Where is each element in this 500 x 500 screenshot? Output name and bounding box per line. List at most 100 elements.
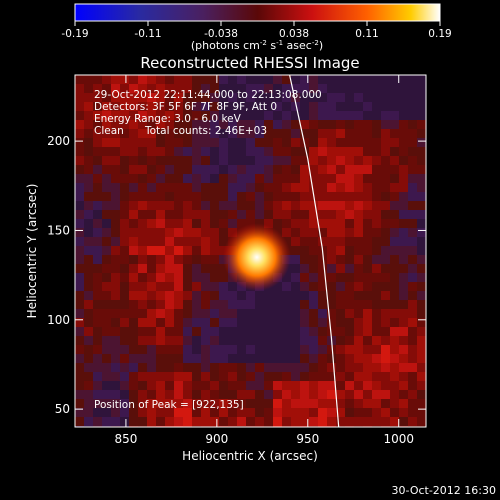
heatmap-cell	[174, 102, 183, 111]
heatmap-cell	[345, 363, 354, 372]
heatmap-cell	[93, 75, 102, 84]
heatmap-cell	[219, 291, 228, 300]
heatmap-cell	[282, 156, 291, 165]
heatmap-cell	[336, 309, 345, 318]
heatmap-cell	[336, 183, 345, 192]
heatmap-cell	[246, 120, 255, 129]
heatmap-cell	[138, 300, 147, 309]
heatmap-cell	[291, 417, 300, 426]
heatmap-cell	[399, 183, 408, 192]
heatmap-cell	[354, 228, 363, 237]
heatmap-cell	[147, 327, 156, 336]
heatmap-cell	[237, 309, 246, 318]
heatmap-cell	[300, 255, 309, 264]
heatmap-cell	[210, 336, 219, 345]
heatmap-cell	[174, 147, 183, 156]
heatmap-cell	[129, 219, 138, 228]
heatmap-cell	[183, 147, 192, 156]
heatmap-cell	[228, 210, 237, 219]
heatmap-cell	[156, 237, 165, 246]
heatmap-cell	[129, 165, 138, 174]
heatmap-cell	[228, 84, 237, 93]
heatmap-cell	[318, 165, 327, 174]
heatmap-cell	[156, 336, 165, 345]
heatmap-cell	[336, 363, 345, 372]
heatmap-cell	[228, 228, 237, 237]
heatmap-cell	[399, 129, 408, 138]
heatmap-cell	[210, 345, 219, 354]
heatmap-cell	[183, 138, 192, 147]
heatmap-cell	[228, 345, 237, 354]
heatmap-cell	[147, 390, 156, 399]
heatmap-cell	[372, 237, 381, 246]
heatmap-cell	[309, 165, 318, 174]
heatmap-cell	[84, 354, 93, 363]
heatmap-cell	[111, 219, 120, 228]
heatmap-cell	[201, 147, 210, 156]
heatmap-cell	[327, 129, 336, 138]
heatmap-cell	[138, 138, 147, 147]
heatmap-cell	[381, 372, 390, 381]
heatmap-cell	[354, 363, 363, 372]
heatmap-cell	[408, 183, 417, 192]
heatmap-cell	[174, 75, 183, 84]
heatmap-cell	[210, 165, 219, 174]
heatmap-cell	[327, 255, 336, 264]
heatmap-cell	[210, 399, 219, 408]
heatmap-cell	[102, 282, 111, 291]
heatmap-cell	[93, 327, 102, 336]
heatmap-cell	[399, 174, 408, 183]
heatmap-cell	[354, 120, 363, 129]
heatmap-cell	[237, 345, 246, 354]
heatmap-cell	[192, 111, 201, 120]
heatmap-cell	[219, 138, 228, 147]
heatmap-cell	[183, 228, 192, 237]
heatmap-cell	[336, 318, 345, 327]
heatmap-cell	[237, 93, 246, 102]
heatmap-cell	[129, 84, 138, 93]
heatmap-cell	[120, 309, 129, 318]
heatmap-cell	[381, 111, 390, 120]
heatmap-cell	[309, 84, 318, 93]
heatmap-cell	[93, 399, 102, 408]
heatmap-cell	[399, 273, 408, 282]
heatmap-cell	[93, 291, 102, 300]
heatmap-cell	[156, 273, 165, 282]
heatmap-cell	[201, 309, 210, 318]
heatmap-cell	[84, 399, 93, 408]
heatmap-cell	[147, 120, 156, 129]
heatmap-cell	[174, 120, 183, 129]
heatmap-cell	[417, 75, 426, 84]
heatmap-cell	[399, 246, 408, 255]
heatmap-cell	[219, 354, 228, 363]
heatmap-cell	[354, 192, 363, 201]
heatmap-cell	[147, 381, 156, 390]
heatmap-cell	[318, 156, 327, 165]
heatmap-cell	[408, 192, 417, 201]
heatmap-cell	[255, 300, 264, 309]
heatmap-cell	[264, 183, 273, 192]
heatmap-cell	[147, 228, 156, 237]
heatmap-cell	[264, 138, 273, 147]
heatmap-cell	[93, 111, 102, 120]
heatmap-cell	[264, 345, 273, 354]
heatmap-cell	[93, 273, 102, 282]
heatmap-cell	[147, 210, 156, 219]
heatmap-cell	[390, 264, 399, 273]
heatmap-cell	[255, 84, 264, 93]
heatmap-cell	[381, 291, 390, 300]
heatmap-cell	[174, 138, 183, 147]
heatmap-cell	[228, 381, 237, 390]
heatmap-cell	[210, 417, 219, 426]
heatmap-cell	[255, 291, 264, 300]
heatmap-cell	[111, 174, 120, 183]
heatmap-cell	[138, 192, 147, 201]
heatmap-cell	[147, 174, 156, 183]
heatmap-cell	[309, 219, 318, 228]
heatmap-cell	[93, 219, 102, 228]
heatmap-cell	[264, 165, 273, 174]
heatmap-cell	[345, 210, 354, 219]
heatmap-cell	[363, 345, 372, 354]
heatmap-cell	[282, 309, 291, 318]
colorbar-gradient	[74, 3, 441, 22]
